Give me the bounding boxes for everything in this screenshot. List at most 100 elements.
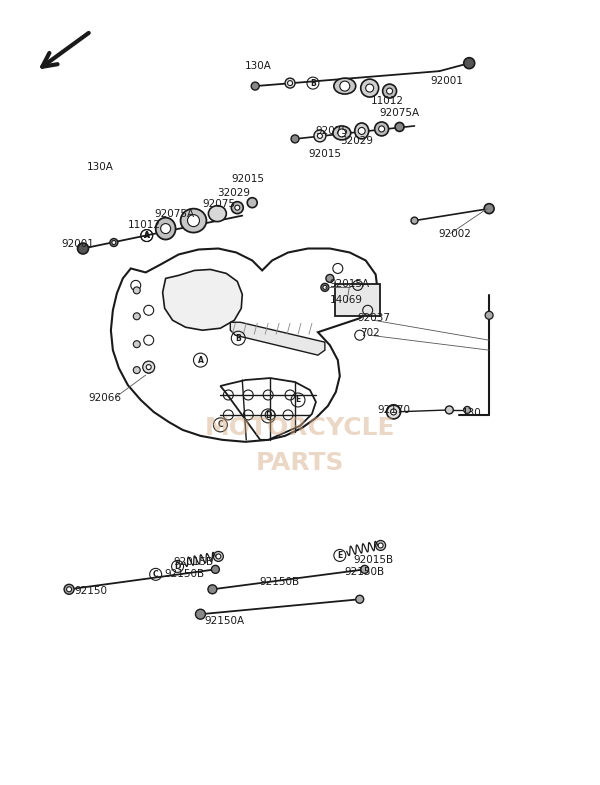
Polygon shape: [111, 249, 377, 442]
Circle shape: [464, 407, 471, 414]
Circle shape: [317, 133, 322, 138]
Circle shape: [445, 406, 453, 414]
Text: B: B: [310, 78, 316, 88]
Text: 92015B: 92015B: [173, 557, 214, 568]
Text: PARTS: PARTS: [256, 451, 344, 475]
Text: 92002: 92002: [439, 228, 472, 239]
Text: 92001: 92001: [430, 76, 463, 86]
Text: D: D: [175, 562, 181, 571]
Circle shape: [411, 217, 418, 224]
Circle shape: [323, 286, 327, 290]
Circle shape: [386, 405, 401, 419]
Text: 92037: 92037: [357, 313, 390, 323]
Polygon shape: [220, 378, 316, 440]
Text: 92150B: 92150B: [164, 569, 205, 579]
Circle shape: [133, 287, 140, 294]
Ellipse shape: [208, 206, 226, 221]
Circle shape: [188, 214, 199, 227]
Circle shape: [376, 541, 386, 550]
Ellipse shape: [334, 78, 356, 94]
Text: 92015B: 92015B: [353, 556, 394, 565]
Bar: [335, 284, 380, 316]
Circle shape: [208, 585, 217, 593]
Circle shape: [133, 367, 140, 374]
Text: 11012: 11012: [371, 96, 404, 106]
Circle shape: [485, 312, 493, 319]
Circle shape: [247, 198, 257, 208]
Text: 32029: 32029: [340, 136, 373, 146]
Circle shape: [143, 361, 155, 373]
Ellipse shape: [333, 126, 351, 140]
Text: E: E: [295, 396, 301, 404]
Circle shape: [379, 126, 385, 132]
Text: 92150B: 92150B: [344, 568, 385, 577]
Text: 92075: 92075: [202, 199, 235, 209]
Circle shape: [391, 409, 397, 415]
Text: 14069: 14069: [330, 295, 363, 305]
Circle shape: [287, 81, 293, 86]
Circle shape: [64, 584, 74, 594]
Text: C: C: [218, 421, 223, 429]
Circle shape: [133, 341, 140, 348]
Circle shape: [464, 57, 475, 68]
Circle shape: [110, 239, 118, 246]
Circle shape: [386, 88, 392, 94]
Circle shape: [314, 130, 326, 142]
Circle shape: [67, 587, 71, 592]
Text: 92150A: 92150A: [204, 616, 244, 626]
Text: 130A: 130A: [245, 61, 272, 71]
Text: 92015: 92015: [232, 173, 265, 184]
Circle shape: [378, 543, 383, 548]
Polygon shape: [230, 323, 325, 355]
Ellipse shape: [155, 217, 176, 239]
Circle shape: [356, 595, 364, 603]
Circle shape: [383, 84, 397, 98]
Circle shape: [112, 240, 116, 244]
Text: A: A: [144, 231, 149, 240]
Circle shape: [338, 129, 346, 137]
Text: 32029: 32029: [217, 188, 250, 198]
Circle shape: [285, 78, 295, 88]
Text: 92066: 92066: [88, 393, 121, 403]
Text: 92075A: 92075A: [155, 209, 194, 219]
Text: 92170: 92170: [377, 405, 410, 415]
Circle shape: [395, 122, 404, 131]
Circle shape: [251, 82, 259, 90]
Text: E: E: [337, 551, 343, 560]
Circle shape: [211, 565, 220, 573]
Text: 92015: 92015: [308, 149, 341, 159]
Circle shape: [374, 122, 389, 136]
Text: 92001: 92001: [62, 239, 94, 249]
Circle shape: [161, 224, 170, 234]
Text: 130: 130: [461, 408, 481, 418]
Text: 92150: 92150: [74, 586, 107, 597]
Text: 92075: 92075: [316, 126, 349, 136]
Circle shape: [216, 554, 221, 559]
Text: 92015A: 92015A: [330, 279, 370, 290]
Circle shape: [361, 565, 368, 573]
Circle shape: [340, 81, 350, 91]
Text: 702: 702: [360, 328, 380, 338]
Ellipse shape: [355, 123, 368, 139]
Text: 130A: 130A: [86, 162, 113, 172]
Text: 92150B: 92150B: [259, 577, 299, 587]
Ellipse shape: [361, 79, 379, 97]
Ellipse shape: [181, 209, 206, 232]
Text: MOTORCYCLE: MOTORCYCLE: [205, 416, 395, 440]
Circle shape: [291, 135, 299, 143]
Circle shape: [146, 364, 151, 370]
Text: 92075A: 92075A: [379, 108, 419, 118]
Text: 11012: 11012: [128, 220, 161, 229]
Circle shape: [358, 127, 365, 134]
Circle shape: [321, 283, 329, 291]
Circle shape: [133, 312, 140, 319]
Circle shape: [484, 203, 494, 214]
Circle shape: [196, 609, 205, 619]
Text: A: A: [144, 231, 149, 240]
Circle shape: [77, 243, 88, 254]
Circle shape: [235, 205, 240, 210]
Circle shape: [326, 275, 334, 283]
Text: C: C: [153, 570, 158, 579]
Circle shape: [214, 551, 223, 561]
Circle shape: [232, 202, 243, 214]
